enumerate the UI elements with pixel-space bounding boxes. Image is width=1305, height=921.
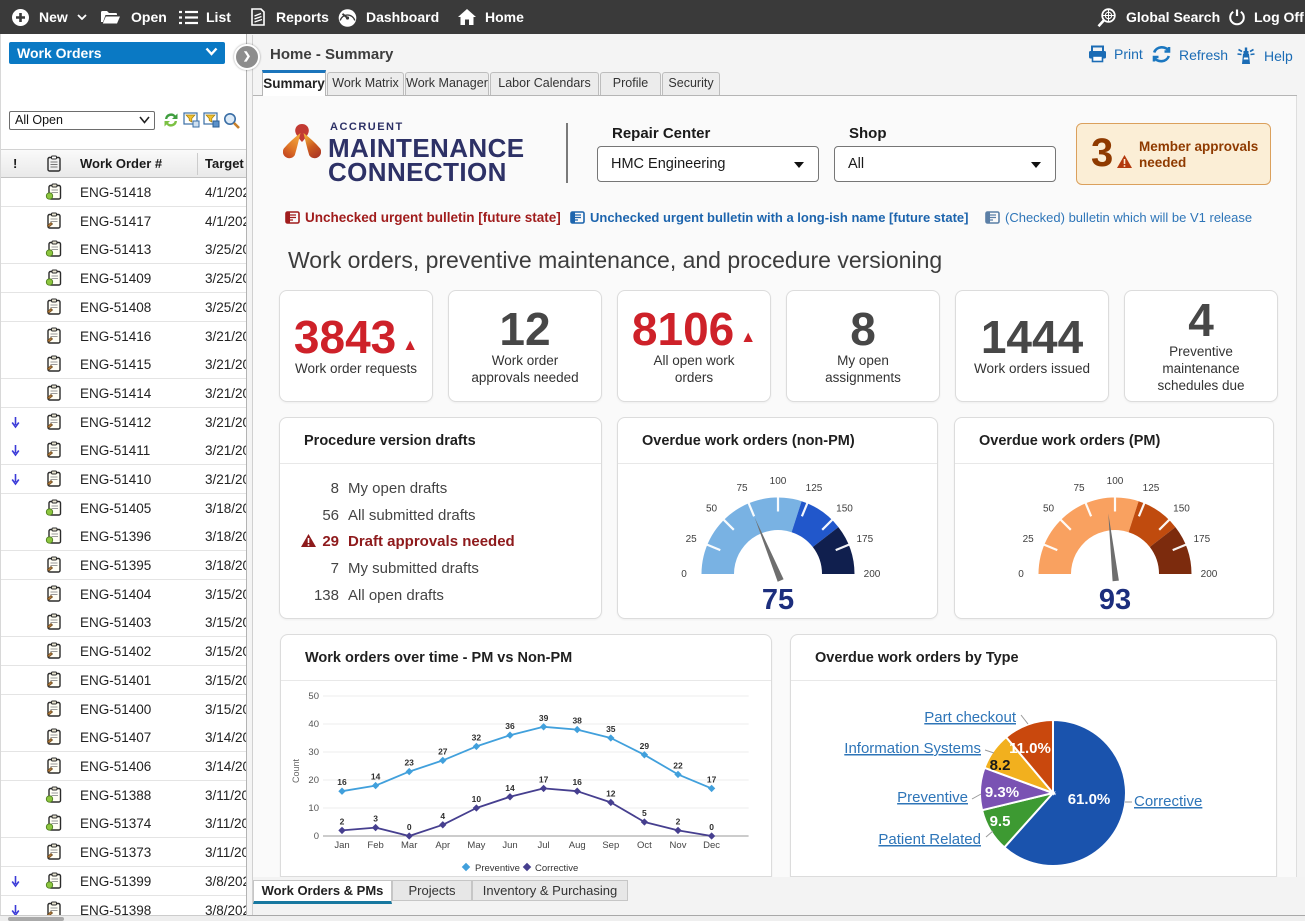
svg-text:Jul: Jul (538, 840, 550, 851)
svg-text:3: 3 (373, 814, 378, 824)
svg-text:35: 35 (606, 724, 616, 734)
svg-text:Part checkout: Part checkout (924, 709, 1017, 726)
svg-text:11.0%: 11.0% (1009, 740, 1051, 757)
svg-text:Sep: Sep (602, 840, 619, 851)
svg-text:17: 17 (539, 774, 549, 784)
svg-text:17: 17 (707, 774, 717, 784)
svg-text:Patient Related: Patient Related (878, 831, 981, 848)
svg-text:175: 175 (856, 534, 873, 545)
svg-text:Corrective: Corrective (1134, 793, 1202, 810)
svg-text:Count: Count (291, 759, 301, 784)
svg-text:75: 75 (1073, 483, 1085, 494)
svg-text:32: 32 (472, 732, 482, 742)
svg-text:125: 125 (1143, 483, 1160, 494)
svg-text:Apr: Apr (435, 840, 450, 851)
svg-text:30: 30 (308, 747, 319, 758)
svg-text:16: 16 (337, 777, 347, 787)
svg-text:Corrective: Corrective (535, 863, 578, 874)
svg-text:Aug: Aug (569, 840, 586, 851)
svg-text:100: 100 (770, 476, 787, 487)
svg-text:10: 10 (308, 803, 319, 814)
svg-text:50: 50 (1043, 504, 1055, 515)
svg-text:Nov: Nov (670, 840, 687, 851)
svg-text:150: 150 (1173, 504, 1190, 515)
svg-text:Preventive: Preventive (475, 863, 520, 874)
svg-text:Oct: Oct (637, 840, 652, 851)
svg-text:0: 0 (407, 822, 412, 832)
svg-text:16: 16 (572, 777, 582, 787)
svg-text:150: 150 (836, 504, 853, 515)
svg-text:22: 22 (673, 760, 683, 770)
svg-text:0: 0 (709, 822, 714, 832)
svg-text:39: 39 (539, 713, 549, 723)
svg-text:23: 23 (404, 758, 414, 768)
svg-text:14: 14 (505, 783, 515, 793)
svg-text:Dec: Dec (703, 840, 720, 851)
svg-text:5: 5 (642, 808, 647, 818)
svg-text:40: 40 (308, 719, 319, 730)
svg-text:36: 36 (505, 721, 515, 731)
svg-text:Jan: Jan (334, 840, 349, 851)
svg-text:75: 75 (736, 483, 748, 494)
svg-text:175: 175 (1193, 534, 1210, 545)
svg-text:Jun: Jun (502, 840, 517, 851)
svg-text:Feb: Feb (367, 840, 383, 851)
svg-text:12: 12 (606, 788, 616, 798)
svg-text:200: 200 (1201, 569, 1218, 580)
svg-text:125: 125 (806, 483, 823, 494)
svg-text:2: 2 (340, 816, 345, 826)
svg-text:20: 20 (308, 775, 319, 786)
svg-text:May: May (467, 840, 485, 851)
svg-text:200: 200 (864, 569, 881, 580)
svg-text:100: 100 (1107, 476, 1124, 487)
svg-text:8.2: 8.2 (990, 757, 1011, 774)
svg-text:75: 75 (762, 584, 794, 616)
svg-text:Preventive: Preventive (897, 789, 968, 806)
svg-text:38: 38 (572, 716, 582, 726)
svg-text:29: 29 (640, 741, 650, 751)
svg-text:2: 2 (676, 816, 681, 826)
svg-text:25: 25 (1023, 534, 1035, 545)
svg-text:0: 0 (314, 831, 319, 842)
svg-text:9.3%: 9.3% (985, 784, 1019, 801)
svg-text:61.0%: 61.0% (1068, 791, 1111, 808)
svg-text:Mar: Mar (401, 840, 417, 851)
svg-text:4: 4 (440, 811, 445, 821)
svg-text:93: 93 (1099, 584, 1131, 616)
svg-text:0: 0 (681, 569, 687, 580)
svg-text:0: 0 (1018, 569, 1024, 580)
svg-text:Information Systems: Information Systems (844, 740, 981, 757)
svg-text:50: 50 (308, 691, 319, 702)
svg-text:10: 10 (472, 794, 482, 804)
svg-text:14: 14 (371, 772, 381, 782)
svg-text:25: 25 (686, 534, 698, 545)
svg-text:9.5: 9.5 (990, 813, 1011, 830)
svg-text:27: 27 (438, 746, 448, 756)
svg-text:50: 50 (706, 504, 718, 515)
